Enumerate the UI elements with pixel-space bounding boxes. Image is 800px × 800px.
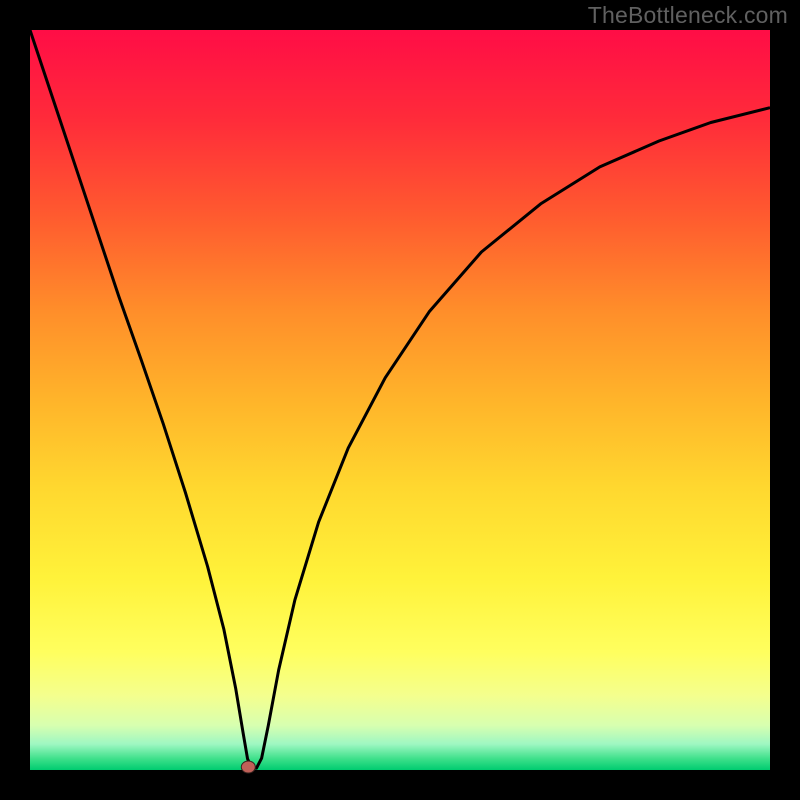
watermark-text: TheBottleneck.com bbox=[588, 2, 788, 29]
optimum-marker bbox=[241, 761, 255, 773]
bottleneck-chart bbox=[0, 0, 800, 800]
